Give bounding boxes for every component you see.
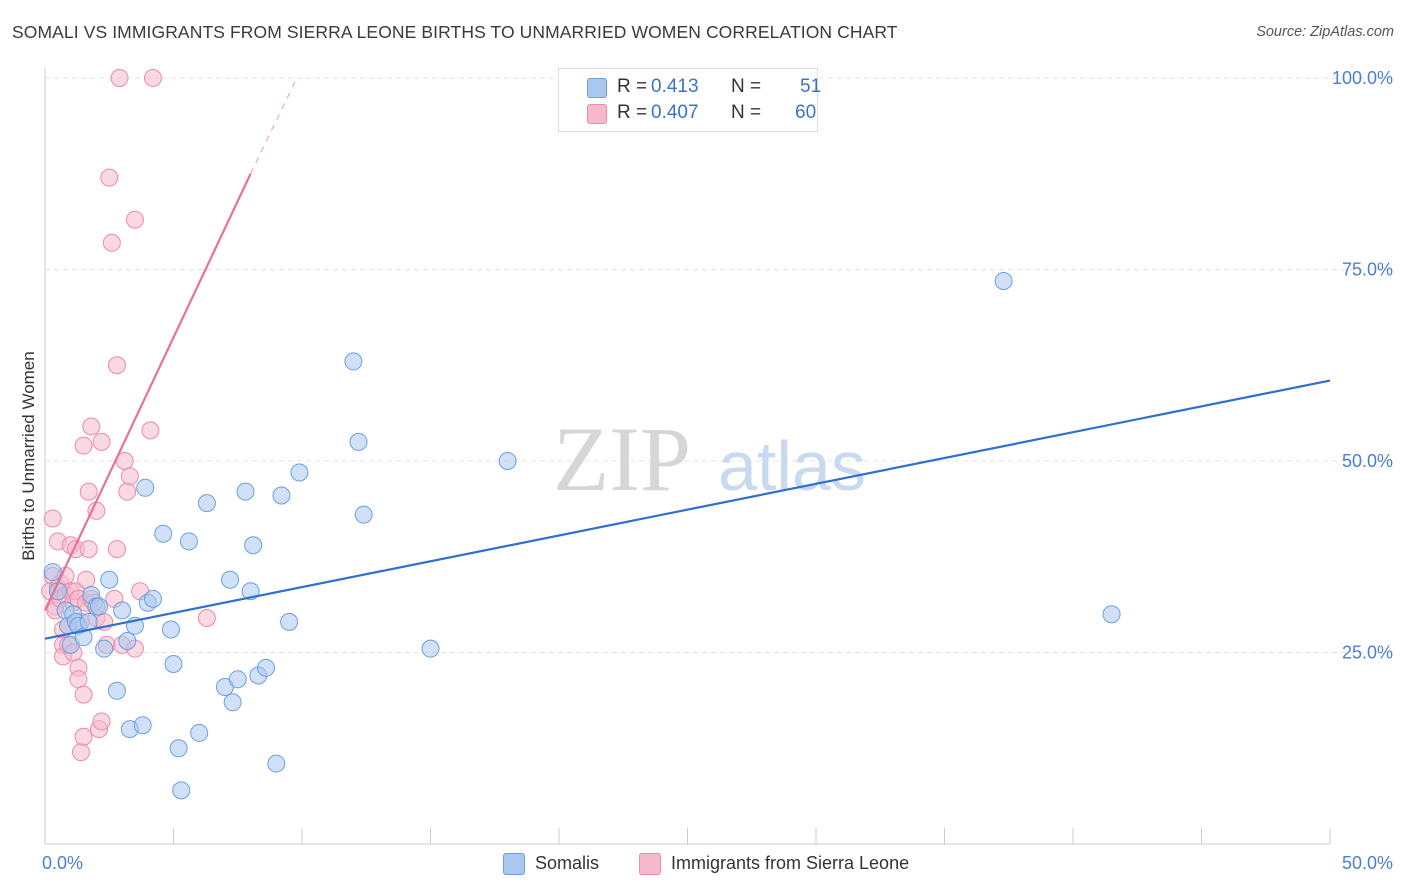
sierra-leone-point bbox=[87, 501, 106, 520]
bottom-legend-label: Somalis bbox=[535, 853, 600, 873]
somali-point bbox=[994, 271, 1013, 290]
legend-n-label: N = bbox=[731, 76, 762, 97]
legend-swatch-blue bbox=[587, 78, 607, 98]
somali-point bbox=[1102, 605, 1121, 624]
sierra-leone-point bbox=[79, 482, 98, 501]
somali-point bbox=[244, 536, 263, 555]
sierra-leone-point bbox=[102, 233, 121, 252]
somali-point bbox=[107, 681, 126, 700]
gridlines bbox=[45, 77, 1392, 653]
somali-point bbox=[136, 478, 155, 497]
y-tick-label: 100.0% bbox=[1332, 68, 1393, 88]
sierra-leone-point bbox=[118, 482, 137, 501]
somali-point bbox=[354, 505, 373, 524]
sierra-leone-point bbox=[43, 509, 62, 528]
somali-point bbox=[95, 639, 114, 658]
bottom-legend-label: Immigrants from Sierra Leone bbox=[671, 853, 910, 873]
somali-point bbox=[113, 601, 132, 620]
sierra-leone-point bbox=[107, 540, 126, 559]
y-tick-label: 50.0% bbox=[1342, 451, 1393, 471]
sierra-leone-point bbox=[143, 69, 162, 87]
somali-point bbox=[154, 524, 173, 543]
sierra-leone-point bbox=[77, 570, 96, 589]
somali-point bbox=[118, 632, 137, 651]
axis-labels: 25.0% 50.0% 75.0% 100.0% 0.0% 50.0% bbox=[42, 68, 1393, 873]
somali-point bbox=[290, 463, 309, 482]
somali-point bbox=[133, 716, 152, 735]
legend-r-label: R = bbox=[617, 76, 648, 97]
somali-point bbox=[161, 620, 180, 639]
somali-point bbox=[223, 693, 242, 712]
sierra-leone-point bbox=[100, 168, 119, 187]
somali-point bbox=[100, 570, 119, 589]
sierra-leone-point bbox=[74, 727, 93, 746]
somali-point bbox=[197, 494, 216, 513]
somali-point bbox=[43, 563, 62, 582]
y-axis-label: Births to Unmarried Women bbox=[19, 351, 38, 560]
legend-n-label: N = bbox=[731, 102, 762, 123]
y-tick-label: 75.0% bbox=[1342, 260, 1393, 280]
somali-point bbox=[172, 781, 191, 800]
somali-point bbox=[344, 352, 363, 371]
somali-point bbox=[143, 589, 162, 608]
somali-point bbox=[228, 670, 247, 689]
somali-point bbox=[169, 739, 188, 758]
somali-point bbox=[272, 486, 291, 505]
watermark-atlas: atlas bbox=[718, 427, 866, 505]
sierra-leone-point bbox=[120, 467, 139, 486]
sierra-leone-point bbox=[69, 670, 88, 689]
somali-point bbox=[421, 639, 440, 658]
sierra-leone-trend-line bbox=[44, 173, 252, 611]
legend-n-value: 60 bbox=[795, 102, 817, 123]
bottom-legend-swatch-blue bbox=[503, 853, 525, 875]
source-label: Source: ZipAtlas.com bbox=[1256, 24, 1394, 40]
somali-point bbox=[236, 482, 255, 501]
sierra-leone-point bbox=[79, 540, 98, 559]
sierra-leone-point bbox=[141, 421, 160, 440]
x-tick-label: 0.0% bbox=[42, 853, 83, 873]
sierra-leone-trend-extension bbox=[250, 77, 298, 175]
axes bbox=[44, 68, 1331, 845]
sierra-leone-point bbox=[74, 685, 93, 704]
legend-n-value: 51 bbox=[800, 76, 822, 97]
somali-point bbox=[190, 723, 209, 742]
sierra-leone-point bbox=[197, 609, 216, 628]
chart-title: SOMALI VS IMMIGRANTS FROM SIERRA LEONE B… bbox=[12, 22, 898, 42]
correlation-legend: R = 0.413 N = 51 R = 0.407 N = 60 bbox=[558, 68, 822, 132]
somali-point bbox=[498, 452, 517, 470]
bottom-legend-swatch-pink bbox=[639, 853, 661, 875]
sierra-leone-point bbox=[110, 69, 129, 87]
sierra-leone-point bbox=[82, 417, 101, 436]
somali-point bbox=[221, 570, 240, 589]
somali-point bbox=[89, 597, 108, 616]
watermark-zip: ZIP bbox=[553, 408, 691, 510]
somali-point bbox=[349, 432, 368, 451]
trend-lines bbox=[44, 77, 1331, 640]
somali-point bbox=[267, 754, 286, 773]
somali-point bbox=[280, 612, 299, 631]
somali-point bbox=[164, 654, 183, 673]
legend-r-value: 0.413 bbox=[651, 76, 699, 97]
data-points bbox=[41, 69, 1121, 800]
y-tick-label: 25.0% bbox=[1342, 643, 1393, 663]
somali-point bbox=[257, 658, 276, 677]
somali-point bbox=[179, 532, 198, 551]
sierra-leone-point bbox=[107, 356, 126, 375]
sierra-leone-point bbox=[92, 432, 111, 451]
sierra-leone-point bbox=[92, 712, 111, 731]
legend-swatch-pink bbox=[587, 104, 607, 124]
somali-trend-line bbox=[44, 379, 1331, 640]
legend-r-label: R = bbox=[617, 102, 648, 123]
watermark: ZIP atlas bbox=[553, 408, 866, 510]
sierra-leone-point bbox=[74, 436, 93, 455]
sierra-leone-point bbox=[125, 210, 144, 229]
sierra-leone-point bbox=[71, 743, 90, 762]
legend-r-value: 0.407 bbox=[651, 102, 699, 123]
x-tick-label: 50.0% bbox=[1342, 853, 1393, 873]
